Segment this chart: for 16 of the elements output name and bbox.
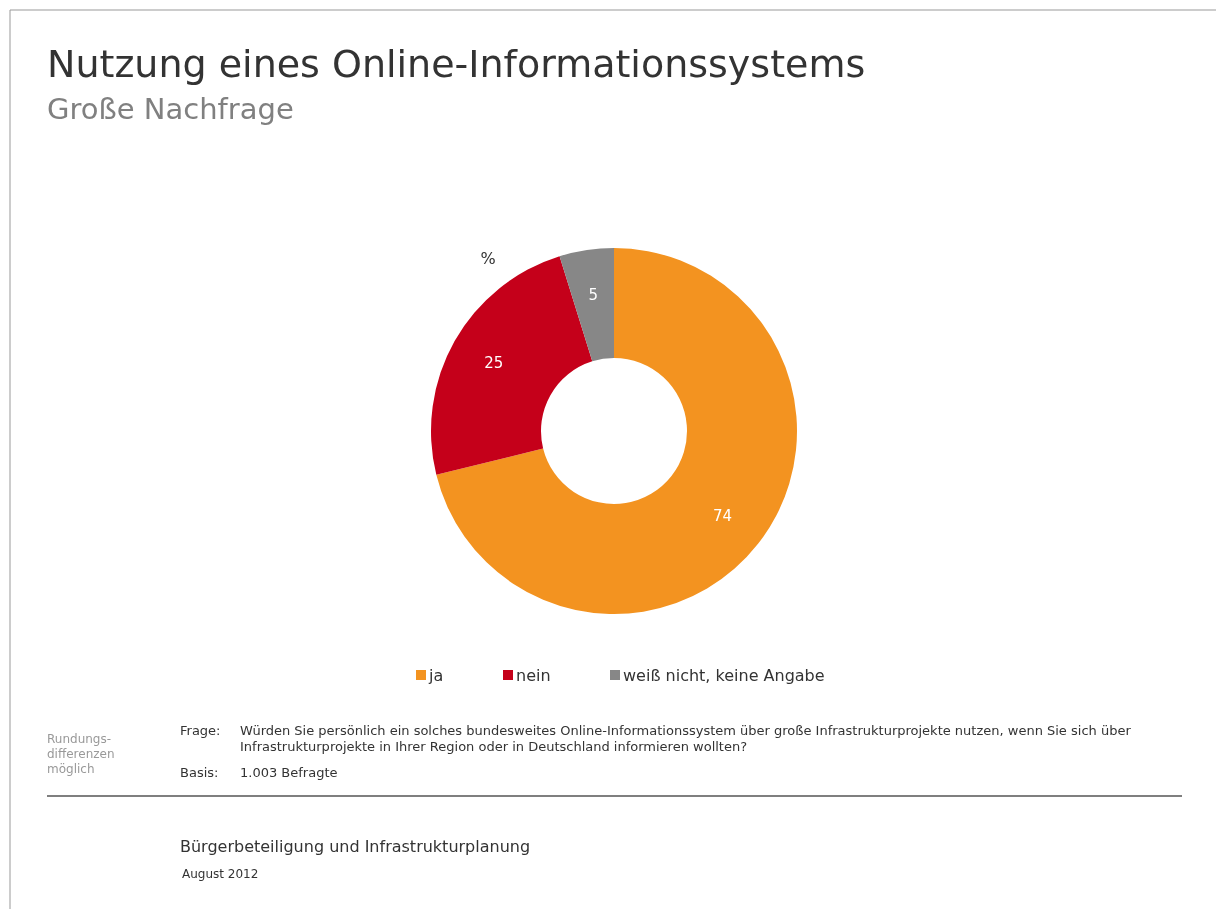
text: Basis: 1.003 Befragte	[180, 765, 338, 780]
data-label: 74	[713, 507, 733, 526]
text: Rundungs-differenzen möglich	[47, 732, 115, 776]
donut-slice	[436, 248, 797, 614]
text: Frage: Würden Sie persönlich ein solches bundesweites Online-Informationssystem über große Infrastrukturprojekte nutzen, wenn Sie sich über Infrastrukturprojekte in Ihrer Region oder in Deutschland informieren wollten?	[180, 723, 1131, 754]
data-label: 5	[588, 285, 599, 304]
legend-label: nein	[516, 665, 551, 685]
donut-slice	[559, 248, 614, 362]
text: Große Nachfrage	[47, 92, 294, 126]
text: %	[480, 249, 496, 268]
legend-label: ja	[428, 665, 444, 685]
text: Bürgerbeteiligung und Infrastrukturplanung	[180, 837, 531, 856]
chart-title: Nutzung eines Online-Informationssystems	[47, 42, 866, 86]
text: August 2012	[182, 867, 259, 881]
legend-label: weiß nicht, keine Angabe	[623, 665, 825, 685]
data-label: 25	[484, 354, 504, 373]
